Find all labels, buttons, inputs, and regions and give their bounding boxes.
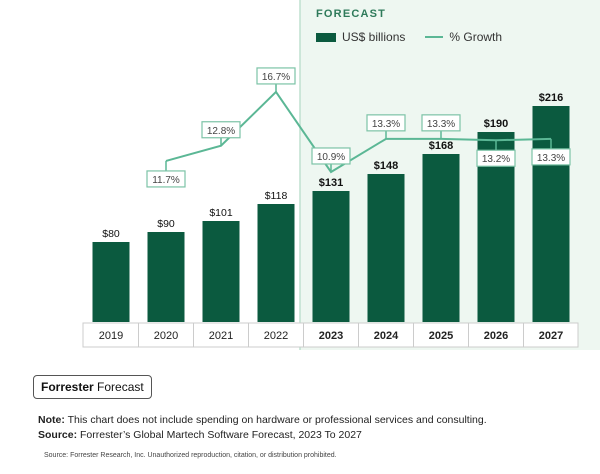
bar-label-2020: $90 <box>157 218 175 230</box>
bar-label-2019: $80 <box>102 228 120 240</box>
badge-bold: Forrester <box>41 380 94 394</box>
source-text: Forrester’s Global Martech Software Fore… <box>77 429 362 441</box>
growth-label-box-2020 <box>146 170 186 188</box>
forrester-forecast-badge: Forrester Forecast <box>33 375 152 399</box>
badge-rest: Forecast <box>93 380 144 394</box>
growth-label-2024: 13.3% <box>372 119 400 130</box>
x-tick-2024: 2024 <box>374 330 399 342</box>
x-axis-box <box>82 322 579 348</box>
growth-label-box-2025 <box>421 114 461 132</box>
bar-label-2023: $131 <box>319 177 343 189</box>
bar-2023 <box>312 191 350 322</box>
x-tick-2022: 2022 <box>264 330 288 342</box>
x-tick-2023: 2023 <box>319 330 343 342</box>
growth-label-2021: 12.8% <box>207 126 235 137</box>
bar-label-2025: $168 <box>429 140 453 152</box>
bar-label-2026: $190 <box>484 118 508 130</box>
growth-label-box-2022 <box>256 67 296 85</box>
growth-label-2025: 13.3% <box>427 119 455 130</box>
growth-label-2022: 16.7% <box>262 72 290 83</box>
growth-label-box-2023 <box>311 147 351 165</box>
copyright: Source: Forrester Research, Inc. Unautho… <box>44 452 337 459</box>
bar-2021 <box>202 221 240 322</box>
legend: US$ billions % Growth <box>316 30 502 44</box>
bar-label-2027: $216 <box>539 92 563 104</box>
growth-label-box-2024 <box>366 114 406 132</box>
x-tick-2020: 2020 <box>154 330 178 342</box>
x-tick-2026: 2026 <box>484 330 508 342</box>
forecast-label: FORECAST <box>316 8 387 20</box>
growth-label-2027: 13.3% <box>537 153 565 164</box>
bar-2024 <box>367 174 405 322</box>
growth-label-2023: 10.9% <box>317 152 345 163</box>
bar-2019 <box>92 242 130 322</box>
bar-2020 <box>147 232 185 322</box>
growth-label-box-2026 <box>476 149 516 167</box>
note-label: Note: <box>38 414 65 426</box>
bar-label-2021: $101 <box>209 207 233 219</box>
legend-bar-label: US$ billions <box>342 30 406 44</box>
bar-label-2022: $118 <box>265 190 288 202</box>
bar-label-2024: $148 <box>374 160 398 172</box>
x-tick-2019: 2019 <box>99 330 123 342</box>
source-label: Source: <box>38 429 78 441</box>
note-text: This chart does not include spending on … <box>64 414 487 426</box>
chart: $80 2019 $90 2020 $101 2021 $118 2022 $131 2023 $1… <box>82 0 600 350</box>
legend-line-label: % Growth <box>449 30 503 44</box>
x-tick-2021: 2021 <box>209 330 233 342</box>
legend-bar-swatch <box>316 32 336 42</box>
growth-label-2026: 13.2% <box>482 154 510 165</box>
x-tick-2025: 2025 <box>429 330 453 342</box>
growth-label-box-2021 <box>201 121 241 139</box>
growth-label-box-2027 <box>531 148 571 166</box>
bar-2025 <box>422 154 460 322</box>
x-tick-2027: 2027 <box>539 330 563 342</box>
legend-line-swatch <box>425 36 444 38</box>
bar-2022 <box>257 204 295 322</box>
chart-notes: Note: This chart does not include spendi… <box>38 413 487 443</box>
growth-label-2020: 11.7% <box>152 175 180 186</box>
